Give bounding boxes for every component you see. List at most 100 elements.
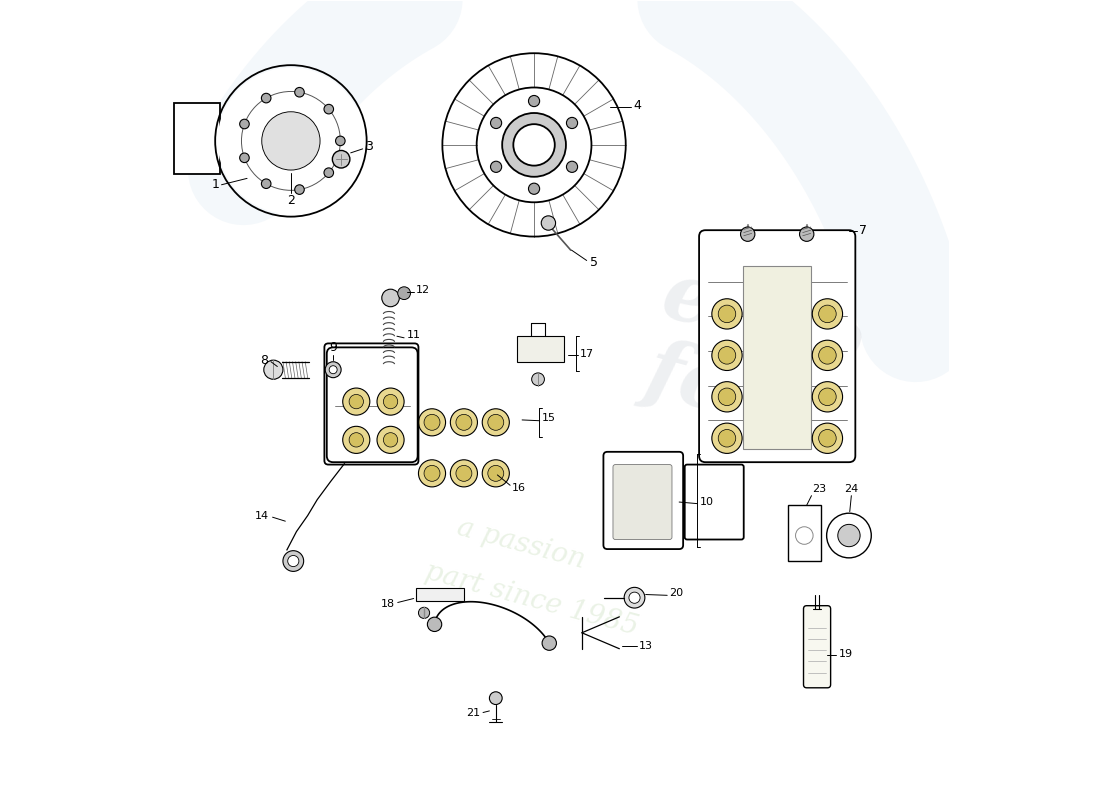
- Text: 24: 24: [844, 484, 858, 494]
- Text: 20: 20: [670, 588, 684, 598]
- Circle shape: [712, 298, 743, 329]
- Circle shape: [812, 423, 843, 454]
- Circle shape: [541, 216, 556, 230]
- Text: 10: 10: [700, 497, 714, 507]
- Circle shape: [740, 227, 755, 242]
- Circle shape: [418, 409, 446, 436]
- Circle shape: [812, 382, 843, 412]
- Circle shape: [542, 636, 557, 650]
- Circle shape: [384, 394, 398, 409]
- Circle shape: [384, 433, 398, 447]
- Circle shape: [482, 409, 509, 436]
- Text: fces: fces: [638, 331, 832, 453]
- FancyBboxPatch shape: [700, 230, 856, 462]
- Circle shape: [800, 227, 814, 242]
- Text: part since 1985: part since 1985: [422, 558, 641, 641]
- Text: 15: 15: [542, 414, 556, 423]
- Circle shape: [491, 118, 502, 129]
- Circle shape: [336, 136, 345, 146]
- Circle shape: [295, 185, 305, 194]
- Circle shape: [324, 168, 333, 178]
- Circle shape: [218, 67, 364, 214]
- Circle shape: [455, 414, 472, 430]
- Circle shape: [262, 94, 271, 103]
- Circle shape: [487, 466, 504, 482]
- Circle shape: [442, 54, 626, 237]
- Circle shape: [240, 119, 250, 129]
- Circle shape: [450, 460, 477, 487]
- FancyBboxPatch shape: [684, 465, 744, 539]
- Circle shape: [295, 87, 305, 97]
- Circle shape: [424, 414, 440, 430]
- FancyBboxPatch shape: [327, 347, 418, 462]
- Circle shape: [283, 550, 304, 571]
- Text: 5: 5: [590, 256, 598, 270]
- Text: 12: 12: [416, 285, 430, 295]
- Circle shape: [343, 426, 370, 454]
- Circle shape: [418, 460, 446, 487]
- Circle shape: [324, 104, 333, 114]
- Circle shape: [629, 592, 640, 603]
- Text: 9: 9: [329, 341, 337, 354]
- Circle shape: [712, 423, 743, 454]
- Circle shape: [487, 414, 504, 430]
- Circle shape: [826, 514, 871, 558]
- Text: 3: 3: [365, 140, 373, 153]
- Circle shape: [428, 617, 442, 631]
- Circle shape: [455, 466, 472, 482]
- Text: 21: 21: [466, 707, 481, 718]
- Circle shape: [482, 460, 509, 487]
- Circle shape: [812, 298, 843, 329]
- Text: 2: 2: [287, 194, 295, 207]
- Circle shape: [262, 112, 320, 170]
- Text: 11: 11: [407, 330, 420, 340]
- FancyBboxPatch shape: [416, 588, 464, 601]
- Circle shape: [349, 394, 363, 409]
- Circle shape: [818, 305, 836, 322]
- Text: 17: 17: [581, 349, 594, 358]
- Circle shape: [288, 555, 299, 566]
- Text: 4: 4: [634, 98, 641, 111]
- Circle shape: [503, 113, 565, 177]
- Circle shape: [838, 524, 860, 546]
- Text: 13: 13: [639, 641, 653, 650]
- Circle shape: [818, 388, 836, 406]
- Circle shape: [398, 286, 410, 299]
- Circle shape: [528, 95, 540, 106]
- Circle shape: [818, 346, 836, 364]
- Circle shape: [490, 692, 503, 705]
- FancyBboxPatch shape: [604, 452, 683, 549]
- Circle shape: [624, 587, 645, 608]
- Circle shape: [712, 340, 743, 370]
- Circle shape: [343, 388, 370, 415]
- Text: 1: 1: [211, 178, 219, 191]
- Circle shape: [514, 124, 554, 166]
- Circle shape: [718, 388, 736, 406]
- Circle shape: [262, 179, 271, 189]
- Circle shape: [424, 466, 440, 482]
- Text: 16: 16: [512, 482, 526, 493]
- Circle shape: [377, 388, 404, 415]
- Text: a passion: a passion: [454, 514, 588, 574]
- Circle shape: [718, 346, 736, 364]
- Circle shape: [718, 430, 736, 447]
- Text: 23: 23: [813, 484, 826, 494]
- Circle shape: [329, 366, 337, 374]
- Text: euro: euro: [653, 256, 872, 384]
- Text: 7: 7: [859, 225, 867, 238]
- Circle shape: [349, 433, 363, 447]
- Circle shape: [450, 409, 477, 436]
- Circle shape: [712, 382, 743, 412]
- FancyBboxPatch shape: [174, 102, 220, 174]
- Circle shape: [491, 162, 502, 172]
- Circle shape: [326, 362, 341, 378]
- Text: 18: 18: [382, 599, 395, 609]
- FancyBboxPatch shape: [742, 266, 812, 450]
- Text: 8: 8: [261, 354, 268, 366]
- FancyBboxPatch shape: [517, 336, 564, 362]
- Circle shape: [818, 430, 836, 447]
- Circle shape: [566, 118, 578, 129]
- Circle shape: [566, 162, 578, 172]
- Circle shape: [264, 360, 283, 379]
- FancyBboxPatch shape: [613, 465, 672, 539]
